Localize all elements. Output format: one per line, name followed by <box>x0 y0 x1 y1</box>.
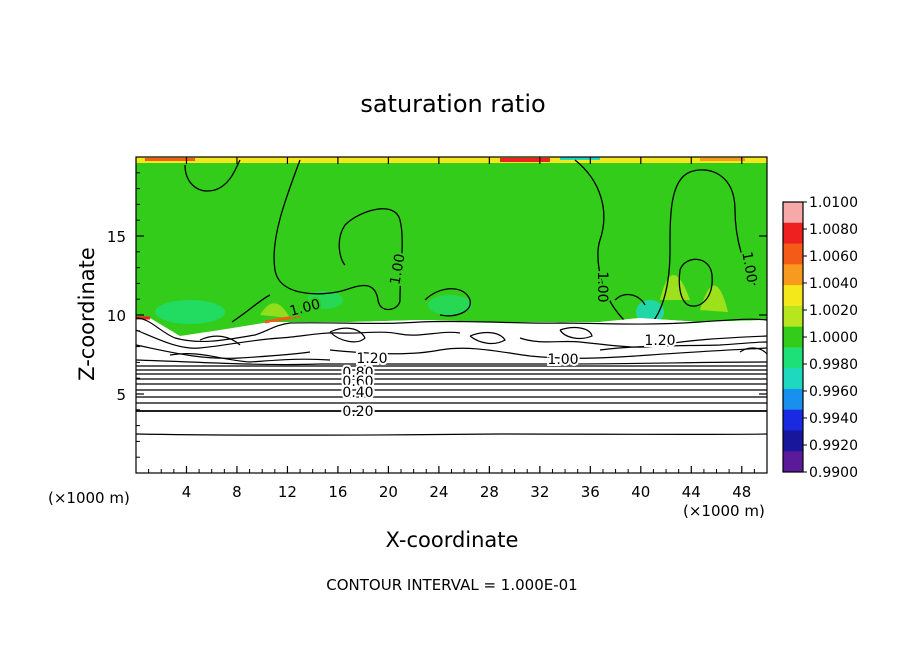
colorbar-label: 1.0040 <box>809 276 858 292</box>
subsaturated-patch <box>428 295 472 315</box>
field-highlight <box>260 303 290 318</box>
subsaturated-patch <box>636 300 664 324</box>
colorbar-swatch <box>783 305 803 328</box>
colorbar-label: 0.9960 <box>809 384 858 400</box>
x-tick-label: 28 <box>480 483 499 501</box>
x-axis-label: X-coordinate <box>386 528 519 552</box>
x-axis: 4 8 12 16 20 24 28 32 36 40 44 48 <box>148 157 755 501</box>
z-units-label: (×1000 m) <box>48 489 130 507</box>
colorbar-label: 0.9920 <box>809 438 858 454</box>
colorbar-swatch <box>783 388 803 411</box>
y-axis: 5 10 15 <box>107 172 767 458</box>
contour-label: 1.20 <box>356 351 387 367</box>
x-tick-label: 40 <box>631 483 650 501</box>
colorbar-swatch <box>783 222 803 245</box>
saturated-field <box>136 157 767 336</box>
colorbar-swatch <box>783 347 803 369</box>
colorbar-label: 0.9980 <box>809 357 858 373</box>
cloud-top-edge <box>264 314 301 324</box>
colorbar-swatch <box>783 430 803 452</box>
colorbar-label: 1.0060 <box>809 249 858 265</box>
colorbar: 1.0100 1.0080 1.0060 1.0040 1.0020 1.0000 0.99… <box>782 195 858 481</box>
x-tick-label: 16 <box>328 483 347 501</box>
top-boundary-stripe <box>560 157 600 160</box>
x-units-label: (×1000 m) <box>683 502 765 520</box>
y-tick-label: 10 <box>107 307 126 325</box>
top-boundary-stripe <box>700 158 745 161</box>
contour-label: 1.20 <box>644 333 675 349</box>
subsaturated-patch <box>155 300 225 324</box>
colorbar-label: 0.9900 <box>809 465 858 481</box>
colorbar-label: 1.0080 <box>809 222 858 238</box>
x-tick-label: 44 <box>682 483 701 501</box>
y-tick-label: 15 <box>107 228 126 246</box>
contour-label: 1.00 <box>594 271 610 302</box>
top-boundary-stripe <box>136 157 767 163</box>
x-tick-label: 48 <box>732 483 751 501</box>
x-tick-label: 4 <box>182 483 192 501</box>
plot-area <box>135 157 768 473</box>
colorbar-swatch <box>783 326 803 348</box>
x-tick-label: 24 <box>429 483 448 501</box>
field-highlight <box>700 285 728 312</box>
subsaturated-patch <box>307 291 343 309</box>
contour-label: 1.00 <box>547 352 578 368</box>
colorbar-label: 1.0000 <box>809 330 858 346</box>
top-boundary-stripe <box>145 158 195 161</box>
contour-label: 0.60 <box>342 374 373 390</box>
contour-interval-note: CONTOUR INTERVAL = 1.000E-01 <box>326 576 577 594</box>
colorbar-label: 1.0100 <box>809 195 858 211</box>
colorbar-swatch <box>783 285 803 307</box>
x-tick-label: 36 <box>581 483 600 501</box>
y-tick-label: 5 <box>116 386 126 404</box>
colorbar-swatch <box>783 409 803 431</box>
colorbar-swatch <box>783 202 803 224</box>
y-axis-label: Z-coordinate <box>75 247 99 381</box>
colorbar-swatch <box>783 243 803 265</box>
colorbar-label: 0.9940 <box>809 411 858 427</box>
top-boundary-stripe <box>500 158 550 162</box>
contour-label: 0.20 <box>342 404 373 420</box>
contour-labels: 1.00 1.00 1.00 1.00 1.00 1.20 1.20 0.80 … <box>286 249 762 422</box>
contours-lower <box>135 410 768 436</box>
x-tick-label: 8 <box>232 483 242 501</box>
contour-label: 0.40 <box>342 385 373 401</box>
x-tick-label: 12 <box>278 483 297 501</box>
colorbar-label: 1.0020 <box>809 303 858 319</box>
contours-upper <box>184 159 756 331</box>
colorbar-swatch <box>783 368 803 390</box>
contour-label: 0.80 <box>342 365 373 381</box>
x-tick-label: 32 <box>530 483 549 501</box>
x-tick-label: 20 <box>379 483 398 501</box>
colorbar-swatch <box>783 264 803 286</box>
colorbar-swatch <box>783 451 803 473</box>
chart-title: saturation ratio <box>360 90 545 118</box>
